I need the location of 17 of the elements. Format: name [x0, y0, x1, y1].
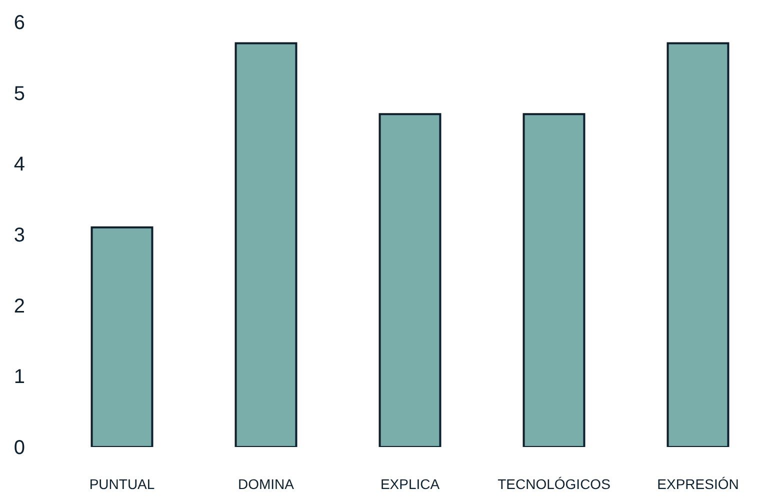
y-tick-label: 3	[14, 224, 25, 246]
bar	[666, 42, 730, 447]
x-tick-label: DOMINA	[238, 476, 295, 492]
bar	[90, 226, 154, 447]
bar	[522, 113, 586, 447]
y-tick-label: 4	[14, 154, 25, 176]
x-tick-label: PUNTUAL	[89, 476, 155, 492]
y-tick-label: 1	[14, 366, 25, 388]
x-tick-label: EXPLICA	[380, 476, 440, 492]
y-tick-label: 0	[14, 437, 25, 459]
x-tick-label: TECNOLÓGICOS	[498, 476, 610, 492]
x-tick-label: EXPRESIÓN	[657, 476, 739, 492]
bar	[234, 42, 298, 447]
y-tick-label: 2	[14, 295, 25, 318]
y-tick-label: 5	[14, 82, 25, 105]
bar	[378, 113, 442, 447]
y-tick-label: 6	[14, 12, 25, 34]
